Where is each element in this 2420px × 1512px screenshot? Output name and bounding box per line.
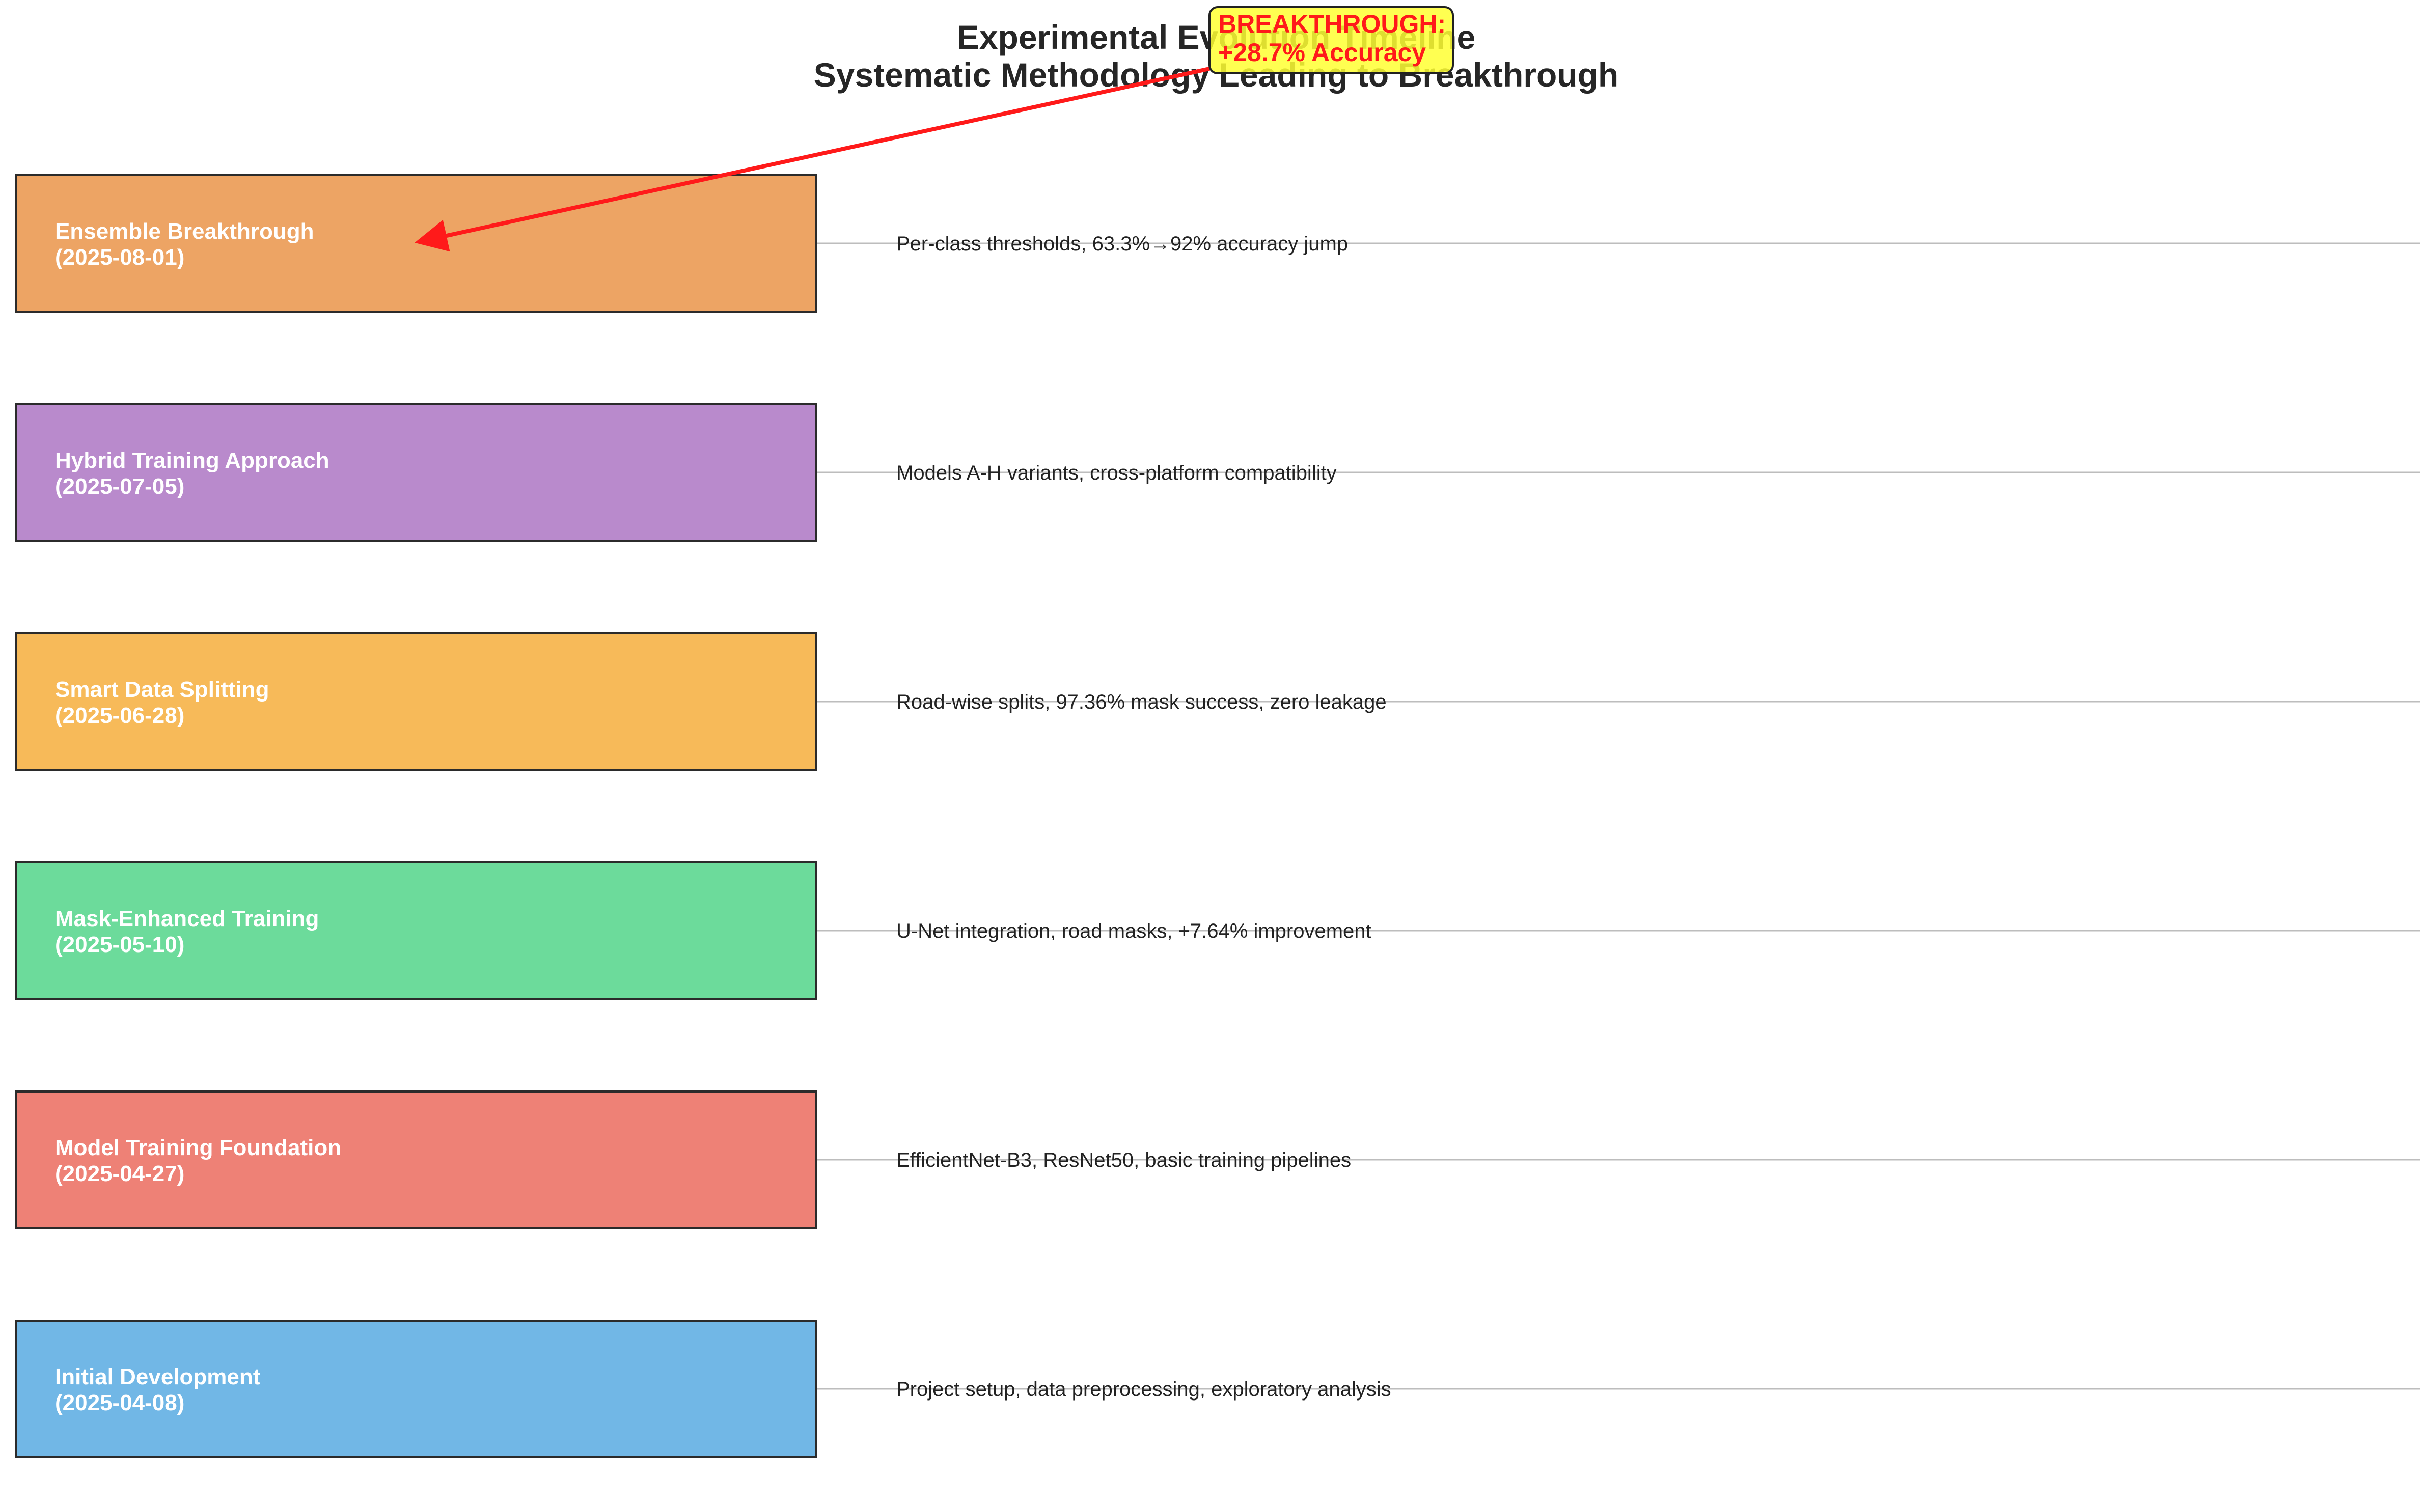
phase-name: Smart Data Splitting bbox=[55, 677, 269, 702]
callout-title: BREAKTHROUGH: bbox=[1218, 10, 1446, 38]
phase-name: Model Training Foundation bbox=[55, 1135, 341, 1160]
breakthrough-callout: BREAKTHROUGH: +28.7% Accuracy bbox=[415, 6, 1454, 252]
phase-name: Mask-Enhanced Training bbox=[55, 906, 319, 931]
phase-description: EfficientNet-B3, ResNet50, basic trainin… bbox=[896, 1149, 1351, 1171]
phase-box bbox=[15, 403, 817, 542]
phase-description: U-Net integration, road masks, +7.64% im… bbox=[896, 920, 1371, 942]
phase-description: Project setup, data preprocessing, explo… bbox=[896, 1378, 1391, 1401]
phase-name: Hybrid Training Approach bbox=[55, 448, 329, 473]
phase-box bbox=[15, 1320, 817, 1458]
callout-value: +28.7% Accuracy bbox=[1218, 38, 1426, 67]
phase-description: Models A-H variants, cross-platform comp… bbox=[896, 462, 1337, 484]
phase-date: (2025-05-10) bbox=[55, 932, 184, 957]
phase-date: (2025-07-05) bbox=[55, 474, 184, 499]
phase-date: (2025-04-27) bbox=[55, 1161, 184, 1186]
phase-description: Per-class thresholds, 63.3%→92% accuracy… bbox=[896, 233, 1348, 255]
phase-box bbox=[15, 632, 817, 771]
phase-name: Initial Development bbox=[55, 1364, 261, 1389]
callout-arrow bbox=[415, 67, 1210, 252]
phase-box bbox=[15, 861, 817, 1000]
phase-date: (2025-04-08) bbox=[55, 1390, 184, 1415]
phase-date: (2025-08-01) bbox=[55, 245, 184, 270]
phase-date: (2025-06-28) bbox=[55, 703, 184, 728]
phase-description: Road-wise splits, 97.36% mask success, z… bbox=[896, 691, 1387, 713]
callout-box bbox=[1208, 6, 1454, 74]
phase-box bbox=[15, 1090, 817, 1229]
phase-name: Ensemble Breakthrough bbox=[55, 219, 314, 244]
timeline-phases: Ensemble Breakthrough(2025-08-01) Per-cla… bbox=[15, 174, 2420, 1458]
